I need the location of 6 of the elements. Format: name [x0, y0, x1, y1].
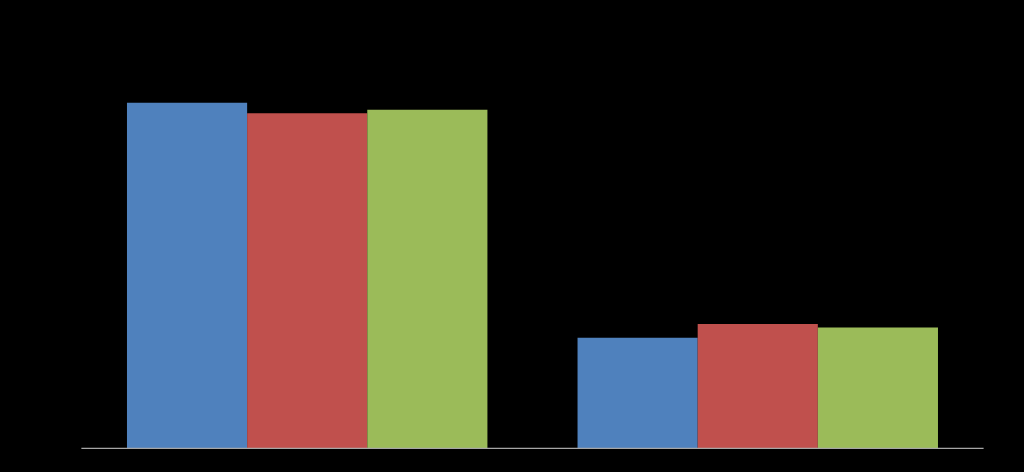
bar	[577, 337, 698, 449]
bar	[697, 323, 818, 449]
bar	[367, 109, 488, 449]
bar	[126, 102, 248, 449]
bar	[817, 327, 938, 449]
bar	[247, 113, 368, 449]
